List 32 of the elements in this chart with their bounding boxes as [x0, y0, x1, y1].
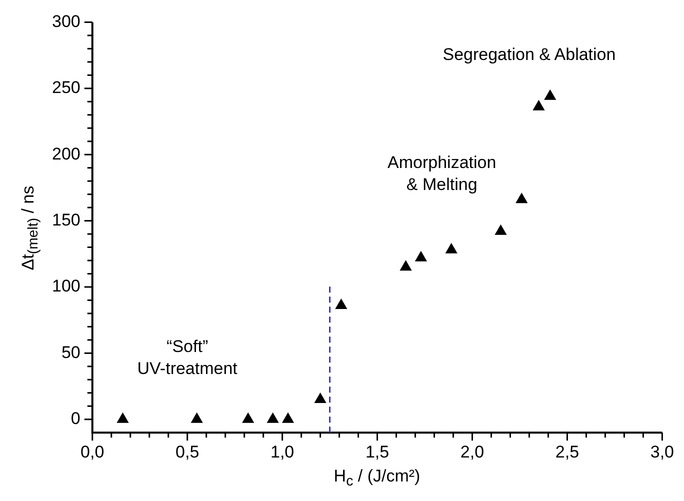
point: [446, 243, 458, 254]
x-tick-label: 0,5: [176, 442, 200, 462]
point: [117, 412, 128, 423]
point: [314, 393, 326, 404]
point: [495, 224, 506, 235]
point: [191, 412, 203, 423]
x-axis-title: H$_{c}$ / (J/cm²): [334, 466, 420, 490]
y-tick-label: 200: [52, 144, 80, 164]
x-tick-label: 2,0: [460, 442, 484, 462]
y-tick-label: 50: [61, 342, 80, 362]
x-tick-label: 1,5: [365, 442, 390, 462]
point: [533, 100, 544, 110]
y-tick-label: 250: [52, 78, 80, 98]
x-tick-label: 1,0: [270, 442, 294, 462]
x-tick-label: 2,5: [555, 442, 580, 462]
x-tick-label: 0,0: [80, 442, 104, 462]
annotation: Amorphization & Melting: [388, 153, 496, 194]
y-tick-label: 150: [52, 210, 80, 230]
point: [544, 90, 556, 100]
y-tick-label: 300: [52, 12, 80, 31]
y-tick-label: 0: [70, 409, 80, 428]
annotation: “Soft” UV-treatment: [137, 337, 238, 378]
y-tick-label: 100: [52, 276, 80, 296]
point: [400, 260, 412, 271]
point: [516, 193, 528, 204]
point: [242, 412, 254, 423]
point: [335, 299, 347, 310]
point: [267, 412, 279, 423]
point: [415, 251, 427, 262]
point: [282, 412, 294, 423]
x-tick-label: 3,0: [650, 442, 674, 462]
annotation: Segregation & Ablation: [442, 44, 616, 64]
